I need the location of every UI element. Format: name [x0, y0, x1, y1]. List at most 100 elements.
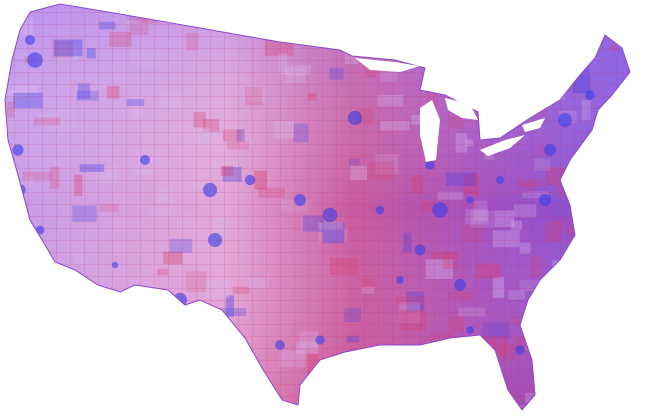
- county-patch: [556, 378, 580, 395]
- county-patch: [262, 404, 272, 410]
- county-patch: [579, 308, 607, 330]
- county-patch: [626, 346, 630, 364]
- county-patch: [65, 296, 84, 308]
- county-patch: [33, 315, 58, 330]
- county-patch: [443, 378, 471, 393]
- county-patch: [257, 372, 266, 395]
- urban-county: [543, 143, 557, 157]
- urban-county: [244, 174, 256, 186]
- urban-county: [139, 154, 151, 166]
- county-patch: [52, 380, 67, 399]
- county-patch: [38, 367, 59, 390]
- urban-county: [25, 35, 35, 45]
- great-lakes: [355, 58, 545, 162]
- county-patch: [162, 361, 186, 376]
- county-patch: [566, 365, 595, 384]
- county-patch: [219, 361, 244, 384]
- urban-county: [202, 182, 218, 198]
- urban-county: [207, 232, 223, 248]
- county-patch: [637, 15, 645, 35]
- county-patch: [538, 280, 561, 300]
- urban-county: [294, 194, 306, 206]
- county-patch: [18, 244, 33, 266]
- county-patch: [408, 346, 438, 354]
- county-patch: [92, 371, 114, 387]
- county-patch: [152, 393, 177, 409]
- county-patch: [553, 333, 575, 347]
- county-patch: [628, 82, 630, 99]
- county-patch: [533, 361, 547, 376]
- urban-county: [414, 244, 426, 256]
- urban-county: [466, 196, 474, 204]
- urban-county: [14, 184, 26, 196]
- county-patch: [590, 282, 612, 303]
- urban-county: [347, 110, 363, 126]
- county-patch: [513, 70, 538, 87]
- urban-county: [27, 52, 43, 68]
- county-patch: [581, 22, 598, 40]
- urban-county: [466, 326, 474, 334]
- urban-county: [35, 225, 45, 235]
- urban-county: [111, 261, 119, 269]
- county-patch: [609, 354, 623, 363]
- county-patch: [101, 313, 130, 332]
- county-patch: [561, 47, 590, 54]
- county-patch: [159, 351, 175, 365]
- county-patch: [636, 31, 645, 37]
- county-patch: [583, 350, 599, 368]
- county-patch: [604, 302, 627, 310]
- county-patch: [158, 298, 176, 309]
- county-patch: [547, 62, 565, 77]
- county-patch: [637, 222, 645, 236]
- county-patch: [569, 274, 597, 285]
- urban-county: [315, 335, 325, 345]
- county-patch: [21, 226, 30, 248]
- county-patch: [30, 300, 61, 310]
- county-patch: [565, 10, 589, 29]
- county-patch: [382, 41, 404, 51]
- county-patch: [524, 333, 554, 351]
- county-patch: [9, 229, 29, 244]
- county-patch: [564, 298, 581, 308]
- county-patch: [101, 302, 121, 317]
- county-patch: [545, 77, 565, 100]
- urban-county: [396, 276, 404, 284]
- county-patch: [627, 83, 630, 90]
- county-patch: [5, 377, 13, 396]
- urban-county: [454, 279, 466, 291]
- urban-county: [322, 207, 338, 223]
- county-patch: [178, 4, 203, 15]
- urban-county: [495, 175, 505, 185]
- county-patch: [5, 342, 10, 361]
- urban-centers: [12, 35, 595, 355]
- county-patch: [319, 19, 338, 42]
- county-patch: [600, 233, 622, 249]
- urban-county: [558, 113, 572, 127]
- urban-county: [12, 144, 24, 156]
- county-patch: [565, 353, 595, 372]
- county-patch: [350, 352, 379, 360]
- county-patch: [70, 376, 94, 398]
- county-patch: [460, 63, 490, 85]
- county-patch: [586, 300, 614, 308]
- county-patch: [626, 46, 630, 63]
- county-patch: [546, 63, 561, 76]
- county-patch: [606, 286, 617, 303]
- county-patch: [404, 357, 418, 374]
- county-patch: [570, 160, 597, 178]
- county-patch: [254, 8, 283, 18]
- county-patch: [611, 224, 630, 242]
- county-patch: [298, 4, 309, 8]
- county-patch: [554, 324, 583, 344]
- county-patch: [48, 316, 77, 338]
- county-patch: [624, 126, 630, 142]
- county-patch: [239, 366, 259, 373]
- county-patch: [448, 354, 469, 367]
- county-patch: [392, 395, 422, 410]
- county-patch: [579, 21, 597, 41]
- urban-county: [275, 340, 285, 350]
